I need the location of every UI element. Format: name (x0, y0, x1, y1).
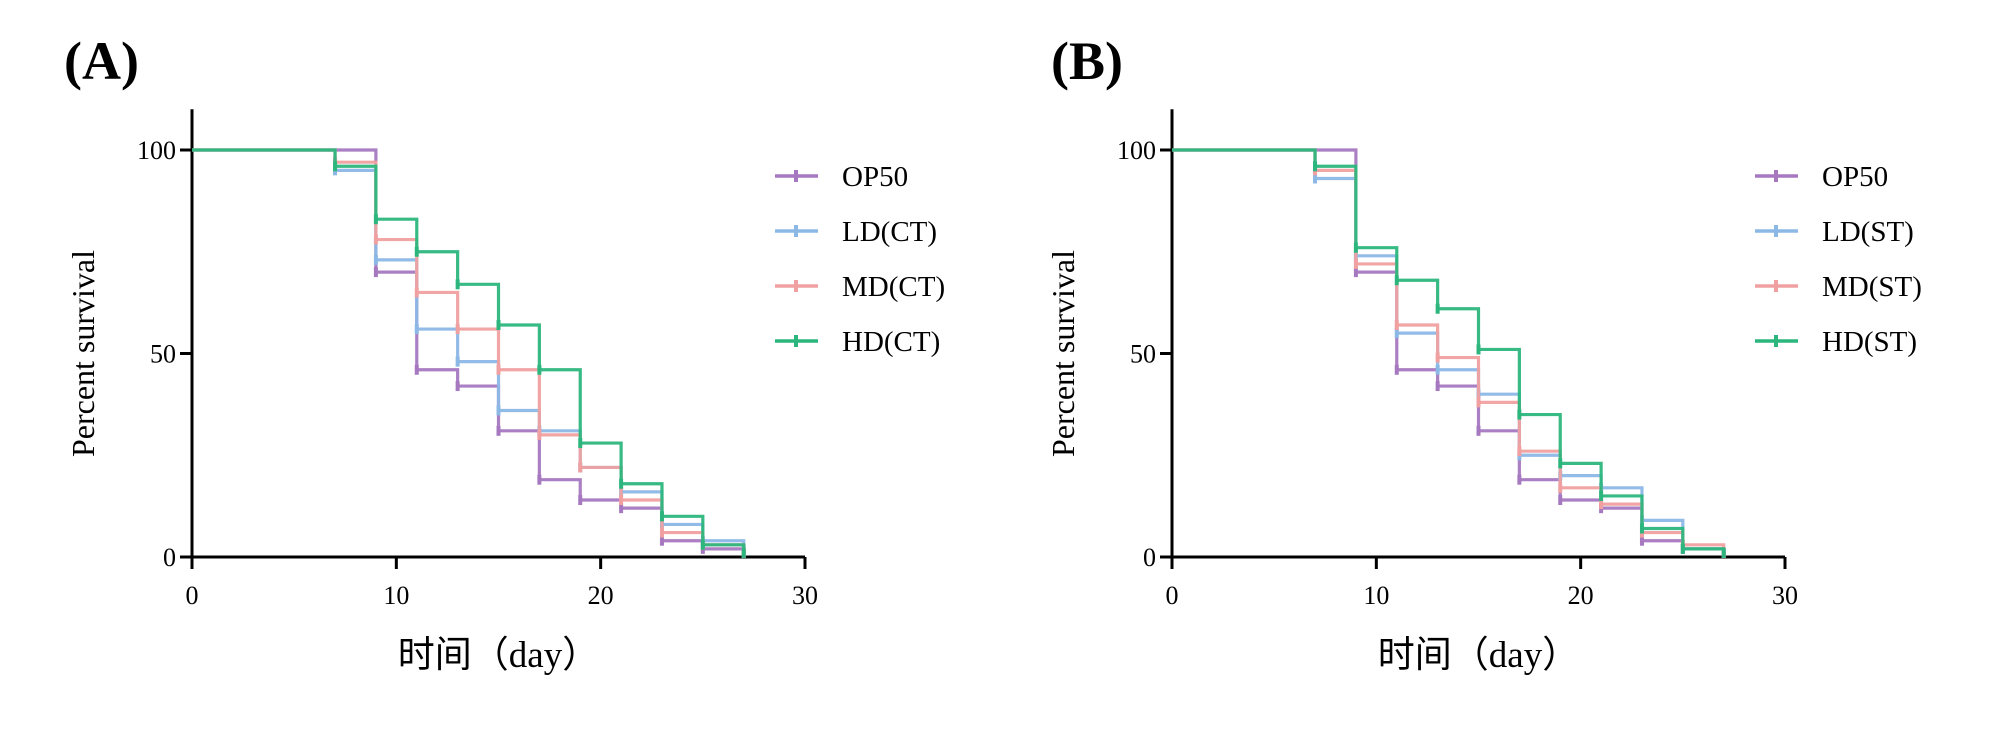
legend-item: OP50 (1755, 161, 1888, 193)
legend-item: LD(CT) (775, 216, 937, 248)
series-HD(ST) (1172, 148, 1726, 558)
y-tick-label: 0 (163, 543, 176, 572)
survival-chart-b: 0 50 100 0 10 20 30 时间（day） Percent survival OP50… (1045, 109, 1922, 676)
x-tick-label: 10 (1363, 581, 1389, 610)
legend-item: HD(CT) (775, 326, 940, 358)
y-tick-label: 100 (1117, 136, 1156, 165)
legend-label: HD(CT) (842, 326, 940, 358)
panel-label: (B) (1051, 31, 1123, 91)
x-tick-label: 10 (383, 581, 409, 610)
survival-chart-a: 0 50 100 0 10 20 30 时间（day） Percent survival OP50… (65, 109, 945, 676)
y-tick-label: 50 (1130, 340, 1156, 369)
panel-label: (A) (64, 31, 139, 91)
y-axis-title: Percent survival (65, 250, 101, 457)
legend-label: MD(CT) (842, 271, 945, 303)
y-tick-label: 0 (1143, 543, 1156, 572)
y-tick-label: 50 (150, 340, 176, 369)
x-axis-title: 时间（day） (398, 635, 599, 676)
legend-label: LD(CT) (842, 216, 937, 248)
legend-label: OP50 (1822, 161, 1888, 193)
y-axis-title: Percent survival (1045, 250, 1081, 457)
legend-item: HD(ST) (1755, 326, 1917, 358)
x-tick-label: 20 (1568, 581, 1594, 610)
legend-label: HD(ST) (1822, 326, 1917, 358)
legend: OP50 LD(CT) MD(CT) HD(CT) (775, 161, 945, 358)
x-tick-label: 30 (792, 581, 818, 610)
y-tick-label: 100 (137, 136, 176, 165)
survival-step-line (1172, 148, 1726, 555)
legend-item: MD(CT) (775, 271, 945, 303)
x-tick-label: 20 (588, 581, 614, 610)
survival-step-line (1172, 148, 1726, 555)
series-HD(CT) (192, 148, 746, 558)
legend-item: MD(ST) (1755, 271, 1922, 303)
x-tick-label: 0 (1166, 581, 1179, 610)
legend-item: LD(ST) (1755, 216, 1914, 248)
legend-label: LD(ST) (1822, 216, 1914, 248)
panel-b: (B) 0 50 100 0 10 20 30 时间（day） Percent survival… (980, 0, 1980, 736)
panel-a: (A) 0 50 100 0 10 20 30 时间（day） Percent survival… (64, 31, 945, 676)
legend-item: OP50 (775, 161, 908, 193)
x-axis-title: 时间（day） (1378, 635, 1579, 676)
x-tick-label: 30 (1772, 581, 1798, 610)
legend-label: OP50 (842, 161, 908, 193)
legend: OP50 LD(ST) MD(ST) HD(ST) (1755, 161, 1922, 358)
survival-step-line (192, 148, 746, 555)
legend-label: MD(ST) (1822, 271, 1922, 303)
x-tick-label: 0 (186, 581, 199, 610)
